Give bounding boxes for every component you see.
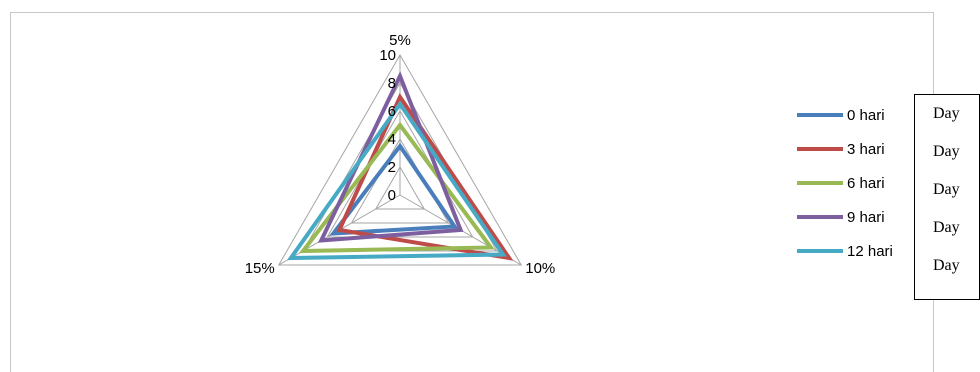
- axis-label-1: 10%: [525, 260, 555, 277]
- legend-label-3: 9 hari: [847, 209, 885, 226]
- day-overlay-box: Day Day Day Day Day: [914, 94, 980, 300]
- tick-label-8: 8: [388, 75, 396, 92]
- day-label: Day: [933, 105, 960, 122]
- series-line-0-hari: [329, 142, 459, 236]
- legend-label-0: 0 hari: [847, 107, 885, 124]
- legend-label-2: 6 hari: [847, 175, 885, 192]
- day-label: Day: [933, 181, 960, 198]
- tick-label-6: 6: [388, 103, 396, 120]
- day-label: Day: [933, 143, 960, 160]
- axis-label-0: 5%: [389, 32, 411, 49]
- day-label: Day: [933, 257, 960, 274]
- tick-label-0: 0: [388, 187, 396, 204]
- legend-label-1: 3 hari: [847, 141, 885, 158]
- tick-label-2: 2: [388, 159, 396, 176]
- radar-labels: 5% 10% 15% 0 2 4 6 8 10: [245, 32, 556, 277]
- legend-label-4: 12 hari: [847, 243, 893, 260]
- legend: 0 hari 3 hari 6 hari 9 hari 12 hari: [797, 107, 893, 260]
- radar-series: [286, 70, 514, 261]
- day-label: Day: [933, 219, 960, 236]
- axis-label-2: 15%: [245, 260, 275, 277]
- tick-label-10: 10: [379, 47, 396, 64]
- grid-ring-10: [277, 53, 523, 266]
- series-line-12-hari: [286, 100, 507, 261]
- tick-label-4: 4: [388, 131, 396, 148]
- grid-ring-2: [374, 166, 426, 210]
